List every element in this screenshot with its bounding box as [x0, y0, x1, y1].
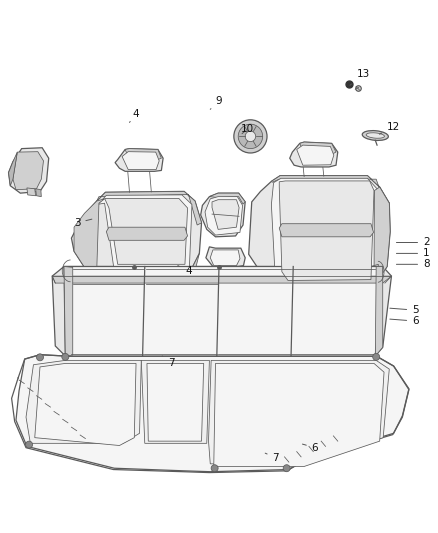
- Polygon shape: [26, 360, 141, 443]
- Polygon shape: [13, 152, 43, 190]
- Circle shape: [211, 465, 218, 472]
- Text: 3: 3: [74, 218, 92, 228]
- Polygon shape: [27, 188, 35, 196]
- Polygon shape: [147, 364, 204, 441]
- Polygon shape: [300, 142, 336, 154]
- Polygon shape: [141, 360, 209, 443]
- Text: 4: 4: [178, 265, 192, 276]
- Polygon shape: [272, 179, 377, 282]
- Polygon shape: [272, 176, 389, 206]
- Polygon shape: [115, 149, 163, 171]
- Polygon shape: [122, 152, 159, 169]
- Polygon shape: [9, 152, 17, 185]
- Polygon shape: [258, 264, 378, 292]
- Polygon shape: [201, 193, 245, 237]
- Polygon shape: [52, 266, 392, 356]
- Polygon shape: [97, 191, 201, 225]
- Text: 6: 6: [303, 443, 318, 453]
- Polygon shape: [279, 181, 374, 280]
- Polygon shape: [97, 195, 192, 271]
- Polygon shape: [279, 224, 374, 237]
- Polygon shape: [375, 266, 383, 356]
- Polygon shape: [374, 187, 390, 282]
- Circle shape: [283, 465, 290, 472]
- Text: 12: 12: [379, 122, 400, 134]
- Polygon shape: [64, 266, 383, 356]
- Polygon shape: [206, 247, 245, 266]
- Circle shape: [25, 441, 32, 448]
- Text: 6: 6: [390, 316, 419, 326]
- Polygon shape: [105, 198, 187, 264]
- Polygon shape: [106, 227, 187, 240]
- Text: 4: 4: [130, 109, 139, 123]
- Text: 2: 2: [396, 238, 430, 247]
- Circle shape: [62, 353, 69, 360]
- Polygon shape: [35, 364, 136, 446]
- Text: 13: 13: [350, 69, 370, 85]
- Circle shape: [36, 354, 43, 361]
- Polygon shape: [125, 149, 161, 159]
- Polygon shape: [209, 193, 245, 204]
- Circle shape: [238, 124, 263, 149]
- Polygon shape: [249, 176, 390, 283]
- Polygon shape: [212, 200, 239, 229]
- Polygon shape: [9, 148, 49, 193]
- Text: 9: 9: [210, 95, 223, 109]
- Polygon shape: [35, 189, 41, 197]
- Polygon shape: [71, 191, 201, 272]
- Circle shape: [234, 120, 267, 153]
- Text: 5: 5: [390, 305, 419, 315]
- Polygon shape: [52, 276, 392, 283]
- Polygon shape: [85, 253, 199, 280]
- Polygon shape: [16, 354, 409, 472]
- Text: 7: 7: [265, 453, 279, 463]
- Polygon shape: [210, 250, 240, 265]
- Polygon shape: [74, 199, 105, 270]
- Polygon shape: [214, 364, 384, 466]
- Polygon shape: [297, 145, 334, 165]
- Text: 7: 7: [162, 356, 174, 368]
- Circle shape: [373, 353, 380, 360]
- Ellipse shape: [366, 133, 385, 138]
- Text: 1: 1: [396, 248, 430, 259]
- Polygon shape: [205, 197, 243, 235]
- Polygon shape: [208, 360, 389, 464]
- Ellipse shape: [362, 131, 389, 140]
- Circle shape: [245, 131, 256, 142]
- Polygon shape: [290, 142, 338, 167]
- Polygon shape: [64, 266, 73, 356]
- Text: 8: 8: [396, 260, 430, 269]
- Text: 10: 10: [241, 124, 254, 134]
